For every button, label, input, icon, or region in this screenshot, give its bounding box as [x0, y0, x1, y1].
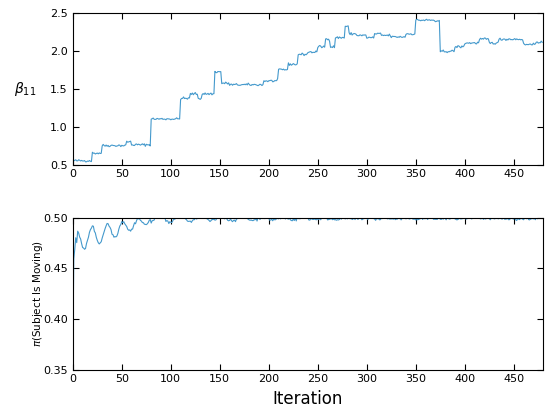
Y-axis label: $\beta_{11}$: $\beta_{11}$ [14, 79, 36, 97]
X-axis label: Iteration: Iteration [273, 390, 343, 408]
Y-axis label: $\pi$(Subject Is Moving): $\pi$(Subject Is Moving) [31, 240, 45, 347]
